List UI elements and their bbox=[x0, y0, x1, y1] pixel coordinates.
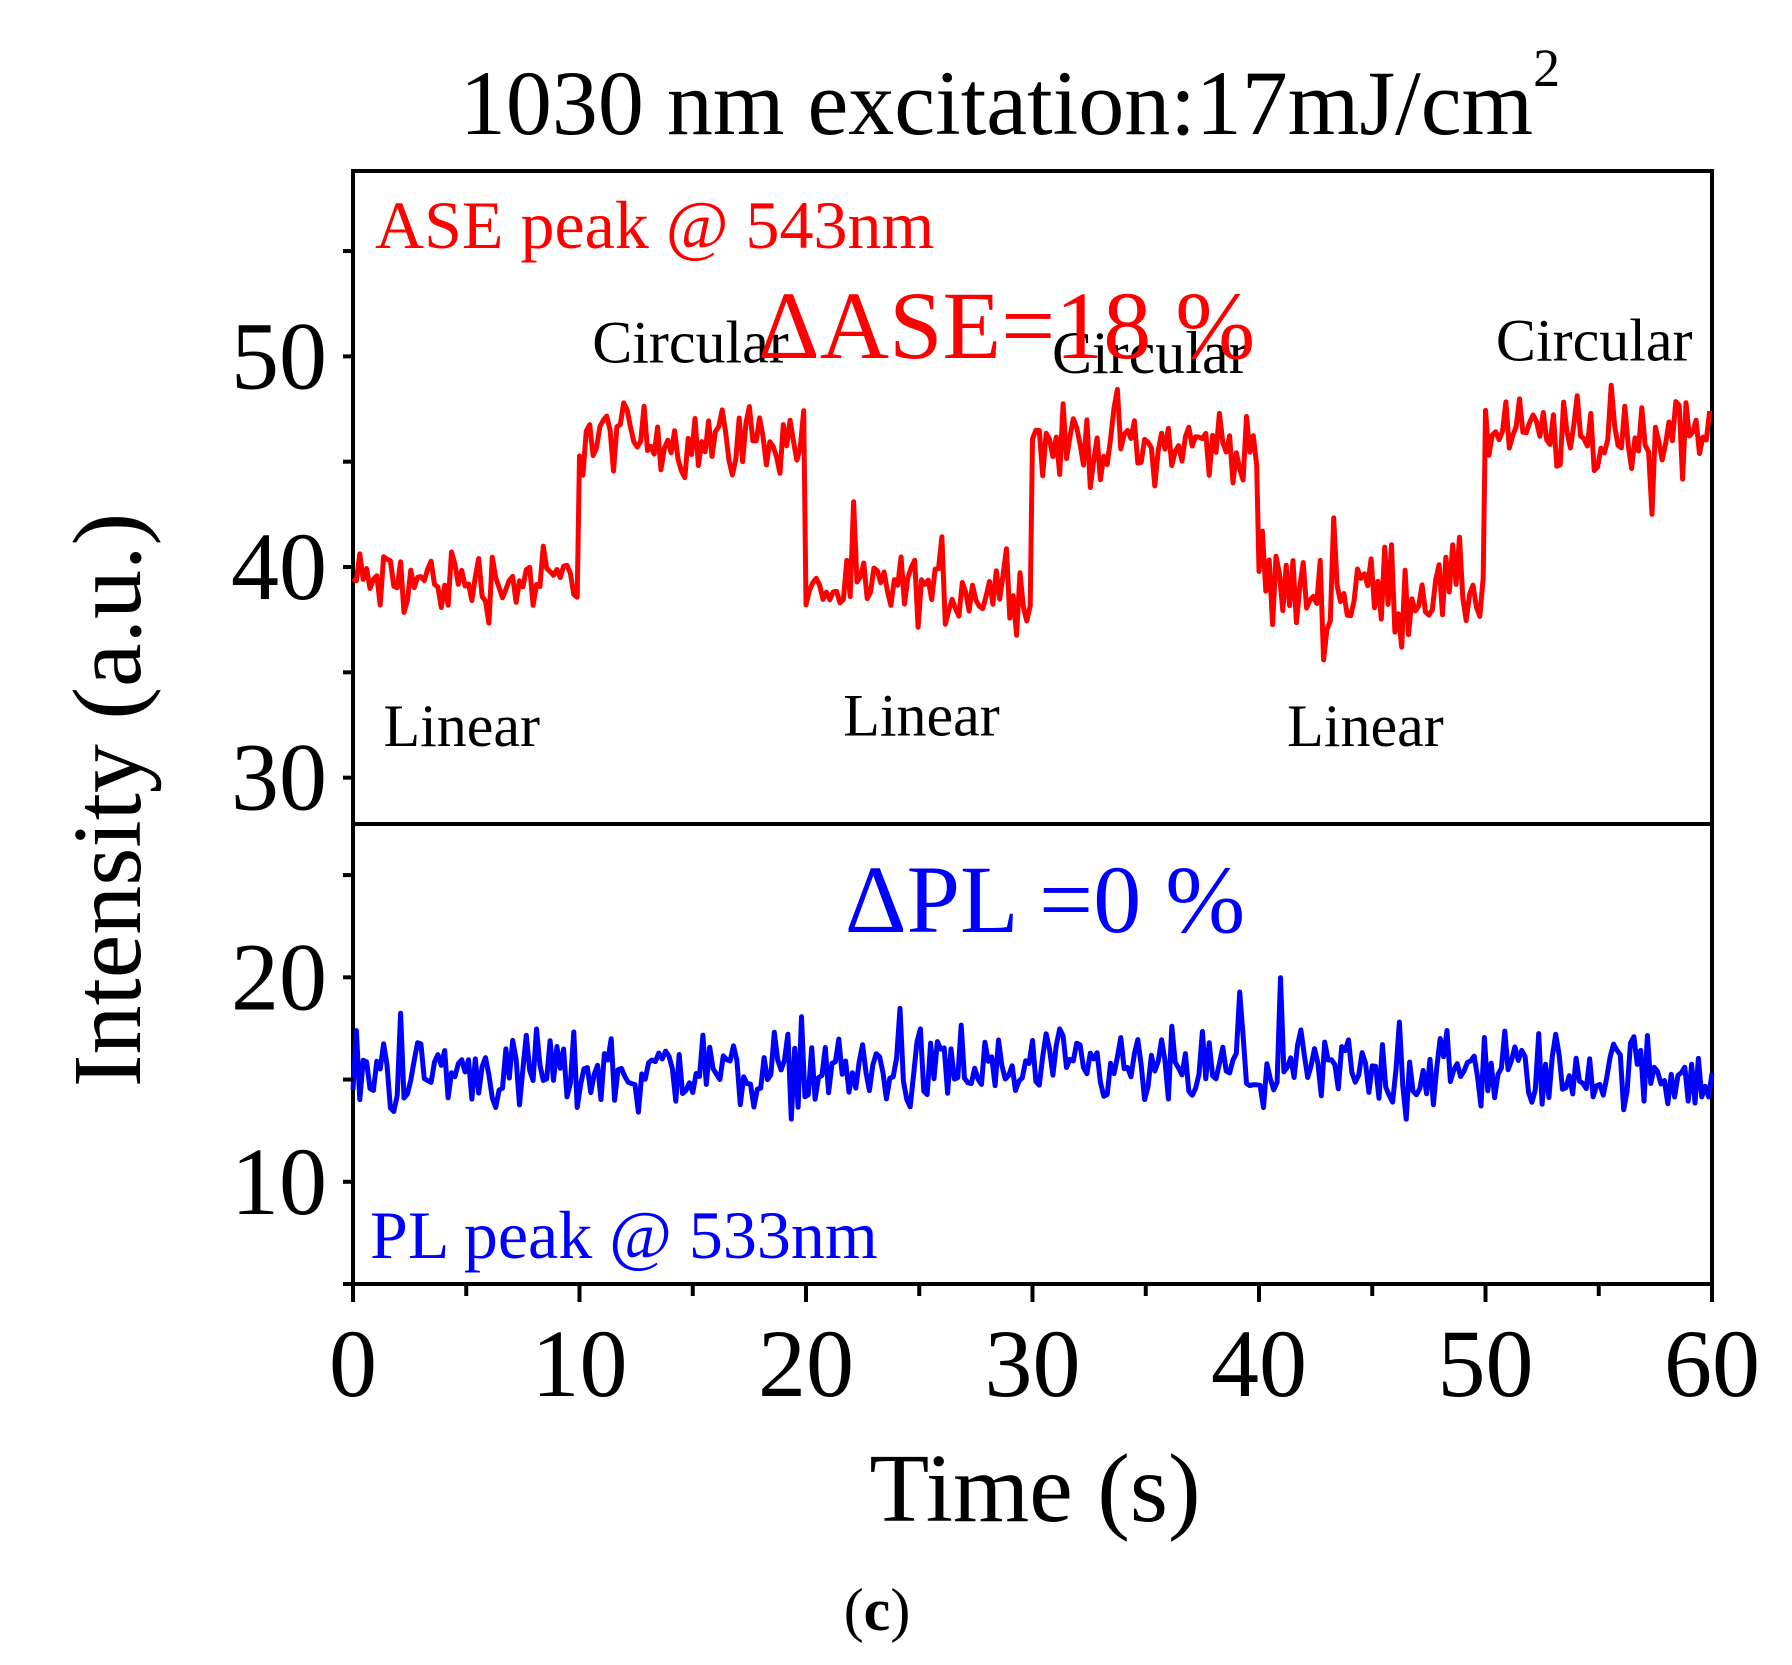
linear-label: Linear bbox=[1287, 693, 1444, 759]
x-tick-label: 0 bbox=[329, 1310, 377, 1417]
chart-title-superscript: 2 bbox=[1533, 38, 1560, 98]
chart-title: 1030 nm excitation:17mJ/cm2 bbox=[460, 38, 1560, 154]
y-tick-label: 40 bbox=[231, 513, 327, 620]
x-tick-label: 10 bbox=[532, 1310, 628, 1417]
circular-label: Circular bbox=[1496, 308, 1693, 374]
x-tick-label: 50 bbox=[1438, 1310, 1534, 1417]
x-tick-label: 60 bbox=[1664, 1310, 1760, 1417]
y-tick-label: 10 bbox=[231, 1128, 327, 1235]
y-tick-label: 20 bbox=[231, 923, 327, 1030]
pl-peak-label: PL peak @ 533nm bbox=[370, 1197, 878, 1273]
pl-delta-label: ΔPL =0 % bbox=[845, 846, 1245, 953]
ase-peak-label: ASE peak @ 543nm bbox=[375, 187, 934, 263]
x-tick-label: 20 bbox=[758, 1310, 854, 1417]
x-axis-title: Time (s) bbox=[869, 1435, 1200, 1543]
annotations: Circular Circular Circular Linear Linear Line… bbox=[383, 308, 1692, 759]
pl-series-line bbox=[350, 975, 1715, 1122]
y-tick-label: 50 bbox=[231, 302, 327, 409]
y-axis-title: Intensity (a.u.) bbox=[54, 513, 162, 1087]
ase-series-line bbox=[351, 382, 1713, 663]
y-tick-label: 30 bbox=[231, 724, 327, 831]
x-tick-label: 40 bbox=[1211, 1310, 1307, 1417]
figure-caption: (c) bbox=[844, 1577, 911, 1643]
linear-label: Linear bbox=[383, 693, 540, 759]
ase-delta-label: ΔASE=18 % bbox=[758, 272, 1255, 379]
x-tick-label: 30 bbox=[985, 1310, 1081, 1417]
linear-label: Linear bbox=[843, 683, 1000, 749]
circular-label: Circular bbox=[1052, 320, 1249, 386]
figure-caption-letter: c bbox=[864, 1577, 891, 1643]
circular-label: Circular bbox=[592, 310, 789, 376]
